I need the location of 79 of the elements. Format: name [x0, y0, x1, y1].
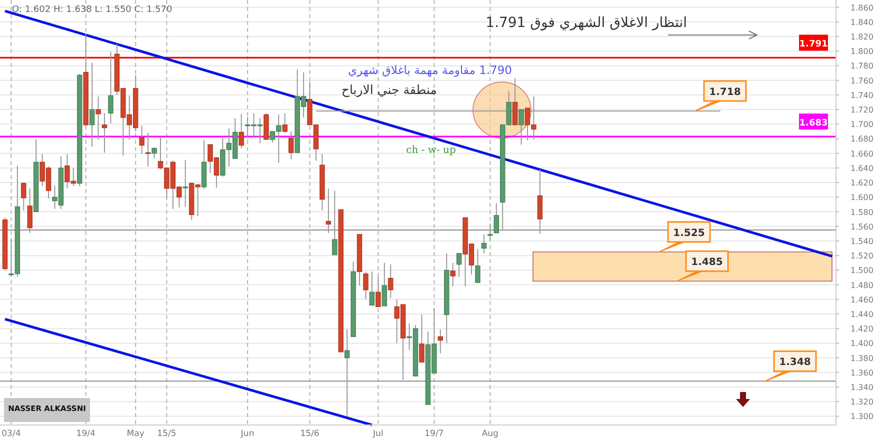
candlestick	[332, 190, 338, 256]
y-tick-label: 1.300	[850, 412, 874, 422]
candlestick	[450, 262, 456, 287]
candlestick	[108, 51, 114, 124]
candlestick	[344, 328, 350, 417]
candlestick	[96, 96, 101, 140]
x-tick-label: 19/4	[76, 429, 96, 439]
y-tick-label: 1.380	[850, 354, 874, 363]
candlestick	[376, 276, 381, 308]
y-tick-label: 1.700	[850, 120, 874, 130]
y-tick-label: 1.600	[850, 193, 874, 202]
y-tick-label: 1.740	[850, 90, 874, 100]
annotation: O: 1.602 H: 1.638 L: 1.550 C: 1.570	[12, 5, 172, 15]
annotation: 1.790 مقاومة مهمة باغلاق شهري	[348, 63, 512, 77]
x-tick-label: 15/5	[157, 429, 176, 439]
annotation: 1.525	[673, 228, 705, 239]
y-tick-label: 1.620	[850, 178, 874, 188]
y-tick-label: 1.560	[850, 222, 874, 232]
y-tick-label: 1.640	[850, 164, 874, 173]
x-tick-label: 15/6	[300, 429, 320, 439]
annotation: 1.718	[709, 86, 741, 98]
x-tick-label: 03/4	[2, 429, 21, 439]
candlestick	[488, 222, 493, 241]
candlestick	[27, 188, 32, 234]
candlestick	[369, 271, 375, 306]
y-tick-label: 1.860	[850, 3, 874, 12]
ref-line-label: 1.683	[799, 118, 828, 129]
candlestick	[537, 168, 543, 234]
y-tick-label: 1.820	[850, 32, 874, 42]
x-tick-label: May	[126, 429, 144, 439]
candlestick	[388, 264, 394, 298]
annotation: منطقة جني الارباح	[341, 82, 437, 98]
y-tick-label: 1.420	[850, 324, 874, 334]
candlestick	[89, 62, 95, 148]
ref-line-label: 1.791	[799, 40, 828, 50]
y-tick-label: 1.660	[850, 149, 874, 158]
x-tick-label: Aug	[482, 429, 498, 439]
candlestick	[145, 132, 151, 167]
y-tick-label: 1.680	[850, 134, 874, 144]
candlestick	[438, 328, 443, 354]
y-tick-label: 1.440	[850, 310, 874, 320]
y-tick-label: 1.580	[850, 208, 874, 217]
candlestick	[481, 234, 487, 254]
candlestick	[102, 112, 108, 154]
annotation: ch - w- up	[406, 145, 456, 156]
candlestick	[182, 159, 188, 208]
y-tick-label: 1.780	[850, 62, 874, 71]
candlestick	[494, 202, 499, 234]
text: انتظار الاغلاق الشهري فوق 1.791	[486, 15, 687, 31]
y-tick-label: 1.480	[850, 280, 874, 290]
candlestick	[288, 130, 294, 160]
y-tick-label: 1.400	[850, 339, 874, 348]
candlestick	[363, 271, 368, 300]
candlestick	[21, 182, 26, 211]
candlestick	[139, 125, 144, 155]
y-tick-label: 1.320	[850, 398, 874, 407]
x-tick-label: 19/7	[424, 429, 444, 439]
y-tick-label: 1.500	[850, 266, 874, 276]
y-tick-label: 1.720	[850, 106, 874, 115]
candlestick	[326, 188, 332, 234]
candlestick	[382, 262, 388, 306]
y-tick-label: 1.840	[850, 18, 874, 27]
candlestick	[456, 252, 462, 278]
candlestick	[238, 113, 244, 149]
y-tick-label: 1.520	[850, 252, 874, 261]
y-tick-label: 1.340	[850, 383, 874, 392]
x-tick-label: Jun	[240, 429, 254, 439]
annotation: 1.348	[779, 357, 811, 368]
y-tick-label: 1.360	[850, 368, 874, 378]
candlestick	[419, 314, 424, 363]
candlestick	[152, 147, 157, 159]
annotation: 1.485	[691, 257, 723, 268]
x-tick-label: Jul	[372, 429, 384, 439]
y-tick-label: 1.460	[850, 295, 874, 304]
candlestick	[282, 112, 288, 134]
y-tick-label: 1.540	[850, 236, 874, 246]
y-tick-label: 1.800	[850, 47, 874, 56]
y-tick-label: 1.760	[850, 76, 874, 86]
candlestick	[475, 248, 480, 284]
